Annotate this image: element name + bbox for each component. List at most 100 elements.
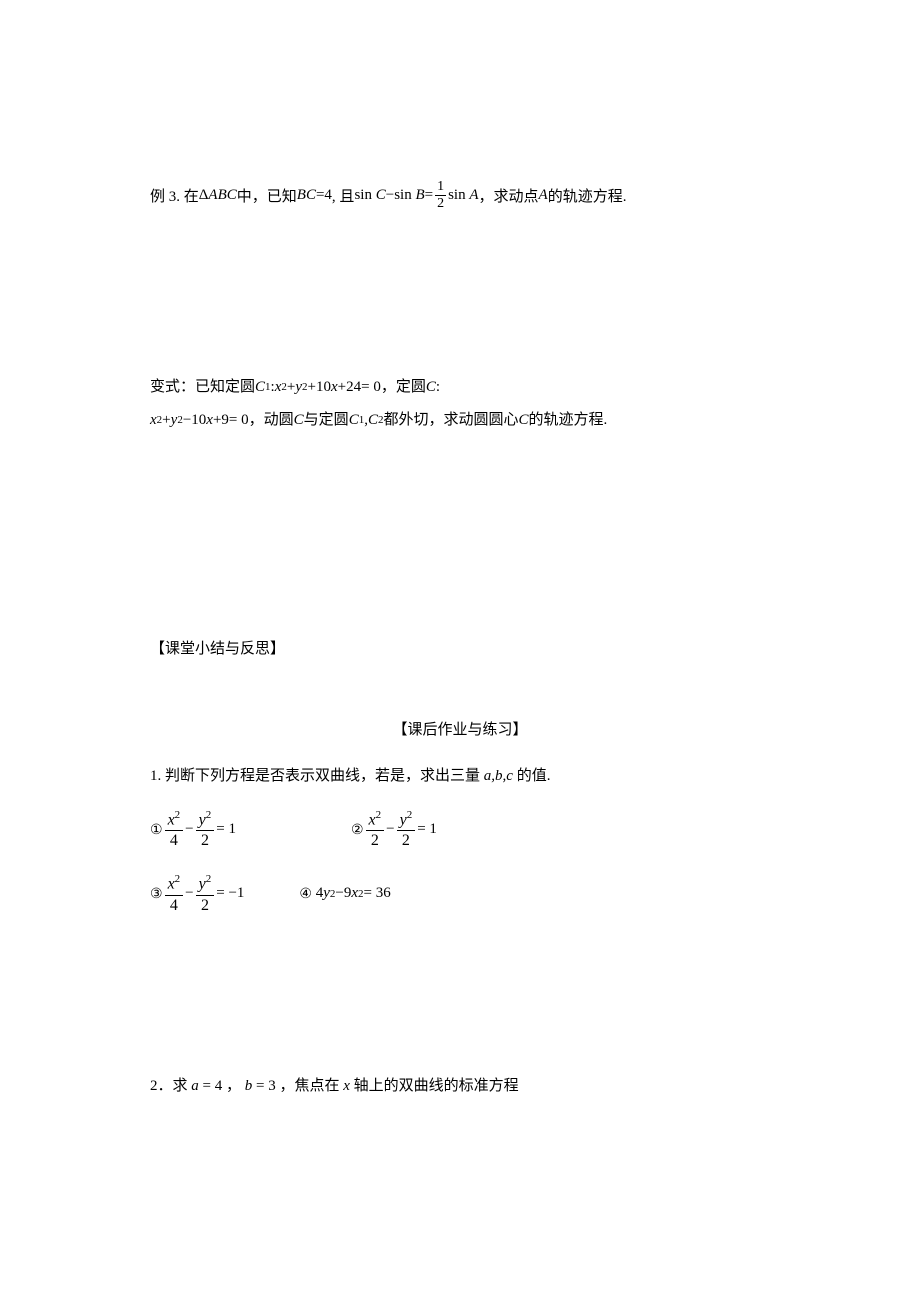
fraction: x2 2 (366, 810, 385, 849)
value: 4 (324, 187, 332, 204)
numerator: x2 (366, 810, 385, 831)
var-c1: C (349, 404, 359, 437)
eq-zero: = 0 (361, 371, 381, 404)
text: 与定圆 (304, 404, 349, 437)
text: 中，已知 (237, 185, 297, 206)
eq-minus-one: = −1 (216, 885, 244, 902)
summary-heading: 【课堂小结与反思】 (150, 637, 770, 658)
var-y: y (171, 404, 178, 437)
a-value: 4 (215, 1078, 223, 1094)
eq-one: = 1 (216, 821, 236, 838)
text: 的轨迹方程. (548, 185, 627, 206)
var-x: x (331, 371, 338, 404)
problem-1: 1. 判断下列方程是否表示双曲线，若是，求出三量 a,b,c 的值. (150, 764, 770, 785)
var-c1: C (255, 371, 265, 404)
text: 轴上的双曲线的标准方程 (354, 1078, 519, 1094)
text: ，求动点 (479, 185, 539, 206)
text: , 且 (332, 185, 355, 206)
equals: = (256, 1078, 264, 1094)
var-x: x (275, 371, 282, 404)
const: 24 (346, 371, 361, 404)
minus: − (386, 187, 394, 204)
fraction-half: 1 2 (435, 180, 446, 211)
var-x: x (150, 404, 157, 437)
homework-title: 【课后作业与练习】 (392, 722, 527, 738)
minus: − (386, 821, 394, 838)
colon: : (436, 371, 440, 404)
denominator: 2 (368, 831, 382, 849)
circled-2: ② (351, 821, 364, 838)
fraction: x2 4 (165, 810, 184, 849)
fraction: y2 2 (196, 874, 215, 913)
var-c: C (294, 404, 304, 437)
denominator: 2 (399, 831, 413, 849)
equals: = (203, 1078, 211, 1094)
text: 例 3. 在 (150, 185, 199, 206)
problem-2: 2．求 a = 4 ， b = 3 ，焦点在 x 轴上的双曲线的标准方程 (150, 1074, 770, 1095)
denominator: 2 (198, 831, 212, 849)
numerator: x2 (165, 810, 184, 831)
summary-title: 【课堂小结与反思】 (150, 641, 285, 657)
example-3: 例 3. 在 Δ ABC 中，已知 BC = 4 , 且 sin C − sin… (150, 180, 770, 211)
text: 变式：已知定圆 (150, 371, 255, 404)
circled-4: ④ (299, 885, 312, 902)
var-c2: C (368, 404, 378, 437)
equation-2: ② x2 2 − y2 2 = 1 (351, 810, 437, 849)
minus: − (183, 404, 191, 437)
comma: ， (226, 1078, 241, 1094)
fraction: y2 2 (397, 810, 416, 849)
delta-symbol: Δ (199, 187, 209, 204)
text: ，焦点在 (279, 1078, 343, 1094)
var-y: y (295, 371, 302, 404)
fraction: y2 2 (196, 810, 215, 849)
numerator: x2 (165, 874, 184, 895)
numerator: 1 (435, 180, 446, 196)
bc-var: BC (297, 187, 316, 204)
equation-1: ① x2 4 − y2 2 = 1 (150, 810, 236, 849)
var-x: x (206, 404, 213, 437)
eq-one: = 1 (417, 821, 437, 838)
var-x: x (351, 885, 358, 902)
equals: = (425, 187, 433, 204)
var-x: x (343, 1078, 350, 1094)
variant-problem: 变式：已知定圆 C 1 : x 2 + y 2 + 10 x + 24 = 0 … (150, 371, 770, 437)
text: 1. 判断下列方程是否表示双曲线，若是，求出三量 (150, 768, 484, 784)
var-c: C (518, 404, 528, 437)
fraction: x2 4 (165, 874, 184, 913)
eq-zero: = 0 (229, 404, 249, 437)
var-a: A (469, 187, 478, 204)
var-a: a (191, 1078, 199, 1094)
equations-row-1: ① x2 4 − y2 2 = 1 ② x2 2 − y2 2 = 1 (150, 810, 770, 849)
denominator: 2 (198, 896, 212, 914)
var-b: B (415, 187, 424, 204)
var-y: y (323, 885, 330, 902)
sin-fn: sin (448, 187, 466, 204)
equations-row-2: ③ x2 4 − y2 2 = −1 ④ 4 y 2 − 9 x 2 = 36 (150, 874, 770, 913)
var-c: C (426, 371, 436, 404)
triangle-var: ABC (208, 187, 236, 204)
minus: − (335, 885, 343, 902)
minus: − (185, 885, 193, 902)
text: ，动圆 (249, 404, 294, 437)
denominator: 2 (435, 196, 446, 211)
numerator: y2 (397, 810, 416, 831)
sin-fn: sin (394, 187, 412, 204)
text: 都外切，求动圆圆心 (383, 404, 518, 437)
equation-3: ③ x2 4 − y2 2 = −1 (150, 874, 244, 913)
plus: + (308, 371, 316, 404)
text: ，定圆 (381, 371, 426, 404)
variant-line-1: 变式：已知定圆 C 1 : x 2 + y 2 + 10 x + 24 = 0 … (150, 371, 770, 404)
vars-abc: a,b,c (484, 768, 513, 784)
plus: + (162, 404, 170, 437)
equals: = (316, 187, 324, 204)
coef: 10 (191, 404, 206, 437)
eq-36: = 36 (364, 885, 391, 902)
minus: − (185, 821, 193, 838)
variant-line-2: x 2 + y 2 − 10 x + 9 = 0 ，动圆 C 与定圆 C 1 ,… (150, 404, 770, 437)
var-c: C (376, 187, 386, 204)
plus: + (338, 371, 346, 404)
b-value: 3 (268, 1078, 276, 1094)
const: 9 (221, 404, 229, 437)
text: 的值. (517, 768, 551, 784)
denominator: 4 (167, 896, 181, 914)
